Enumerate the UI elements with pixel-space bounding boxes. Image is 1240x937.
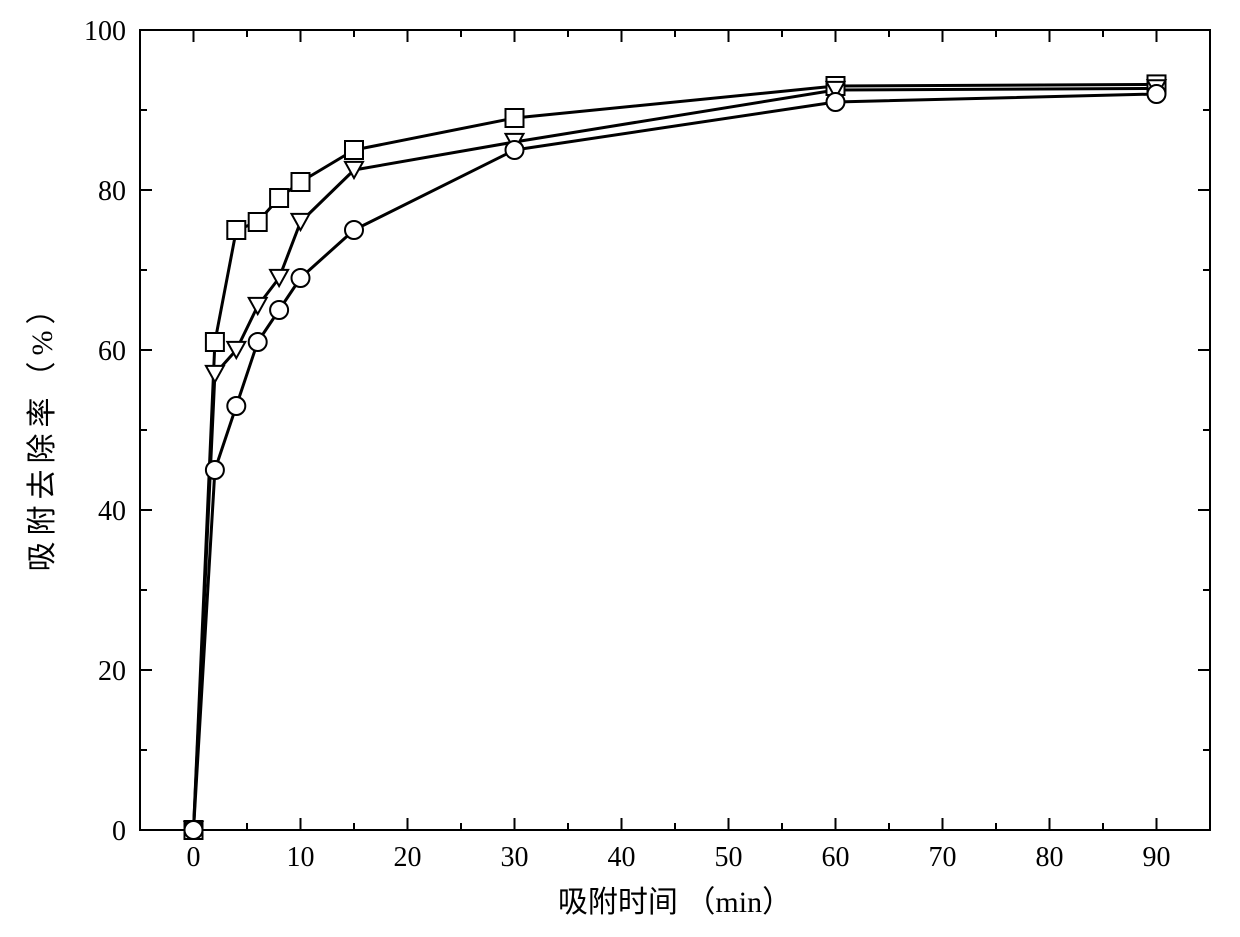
x-tick-label: 20 [394,842,422,873]
y-tick-label: 40 [98,496,126,527]
series-line-triangle-down [194,88,1157,830]
series-line-circle [194,94,1157,830]
x-tick-label: 80 [1036,842,1064,873]
adsorption-chart: 0 10 20 30 40 50 60 70 80 90 0 20 40 60 80 100 吸附时间 （min… [0,0,1240,937]
x-tick-label: 60 [822,842,850,873]
x-tick-label: 40 [608,842,636,873]
y-tick-label: 0 [112,816,126,847]
marker-square [249,213,267,231]
marker-circle [506,141,524,159]
x-tick-label: 90 [1143,842,1171,873]
x-tick-label: 70 [929,842,957,873]
marker-square [292,173,310,191]
marker-square [506,109,524,127]
marker-circle [1148,85,1166,103]
y-tick-label: 20 [98,656,126,687]
y-tick-label: 60 [98,336,126,367]
series-line-square [194,84,1157,830]
marker-circle [827,93,845,111]
marker-triangle-down [292,214,310,230]
marker-square [227,221,245,239]
x-tick-label: 50 [715,842,743,873]
marker-circle [270,301,288,319]
marker-square [206,333,224,351]
y-axis-label: 吸附去除率（%） [26,289,59,572]
chart-container: 0 10 20 30 40 50 60 70 80 90 0 20 40 60 80 100 吸附时间 （min… [0,0,1240,937]
marker-triangle-down [270,270,288,286]
marker-circle [345,221,363,239]
marker-triangle-down [206,366,224,382]
x-axis-label: 吸附时间 （min） [558,886,792,919]
x-tick-label: 0 [187,842,201,873]
y-tick-label: 100 [84,16,126,47]
marker-circle [206,461,224,479]
x-tick-label: 30 [501,842,529,873]
marker-square [345,141,363,159]
series-lines [194,84,1157,830]
marker-triangle-down [249,298,267,314]
x-tick-label: 10 [287,842,315,873]
marker-circle [227,397,245,415]
marker-square [270,189,288,207]
marker-circle [292,269,310,287]
marker-circle [249,333,267,351]
plot-frame [140,30,1210,830]
marker-circle [185,821,203,839]
y-tick-label: 80 [98,176,126,207]
